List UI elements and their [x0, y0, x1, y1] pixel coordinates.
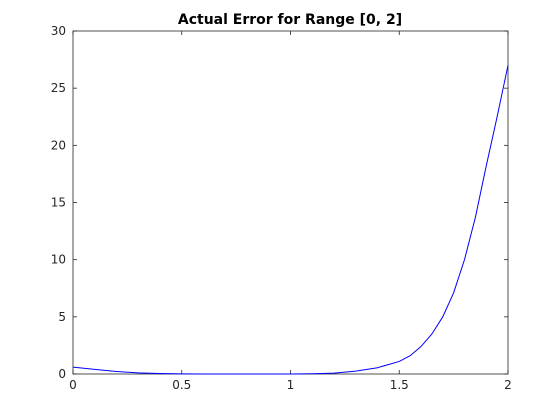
chart-title: Actual Error for Range [0, 2]: [178, 12, 402, 28]
y-tick-label: 25: [51, 81, 66, 95]
y-tick-label: 10: [51, 253, 66, 267]
y-tick-label: 15: [51, 196, 66, 210]
y-tick-label: 5: [58, 310, 66, 324]
x-tick-label: 1: [287, 378, 295, 392]
y-tick-label: 30: [51, 24, 66, 38]
x-tick-label: 1.5: [390, 378, 409, 392]
x-tick-label: 2: [504, 378, 512, 392]
series-line: [72, 65, 509, 375]
series-group: [72, 65, 509, 375]
x-tick-label: 0: [69, 378, 77, 392]
y-tick-label: 20: [51, 138, 66, 152]
plot-area: [73, 31, 508, 374]
y-tick-label: 0: [58, 367, 66, 381]
x-tick-label: 0.5: [172, 378, 191, 392]
